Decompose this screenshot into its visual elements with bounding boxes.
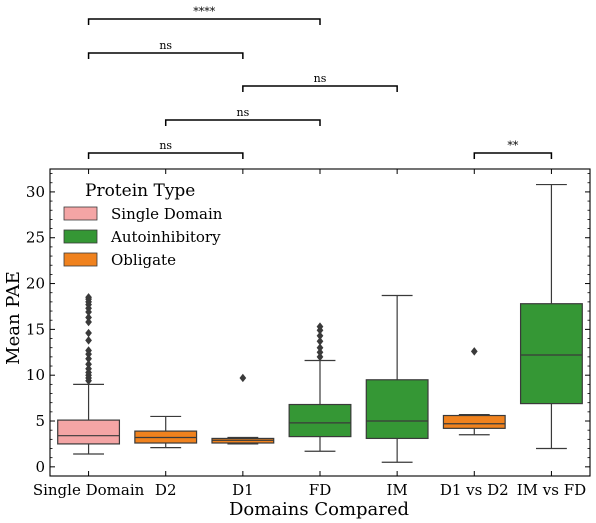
plot-area	[57, 183, 583, 463]
outlier-point	[316, 331, 324, 340]
y-tick-label: 0	[35, 458, 45, 476]
significance-label: ****	[193, 5, 216, 18]
legend-title: Protein Type	[85, 181, 195, 201]
legend: Protein Type Single Domain Autoinhibitory O…	[63, 181, 223, 269]
x-tick-label: Single Domain	[33, 481, 145, 499]
y-tick-label: 15	[26, 320, 45, 338]
legend-swatch	[63, 229, 98, 244]
bracket-line	[87, 52, 244, 59]
axes: 0 5 10 15 20 25 30 Single Domain D2 D1 FD IM D1 vs D…	[26, 168, 591, 499]
outlier-point	[85, 317, 92, 327]
bracket-line	[242, 85, 398, 92]
legend-swatch	[63, 252, 98, 267]
outlier-point	[470, 347, 478, 356]
legend-label: Obligate	[111, 251, 176, 269]
box-iqr	[519, 303, 583, 405]
outlier-point	[316, 337, 324, 346]
bracket-line	[87, 152, 244, 159]
box-group	[134, 415, 198, 449]
significance-label: ns	[314, 72, 327, 85]
y-tick-label: 10	[26, 366, 45, 384]
outlier-point	[316, 322, 324, 331]
outlier-point	[85, 293, 92, 302]
significance-label: ns	[159, 39, 172, 52]
significance-label: **	[507, 139, 519, 152]
box-group	[288, 322, 352, 452]
significance-bracket: ns	[87, 39, 244, 59]
significance-bracket: ****	[87, 5, 321, 25]
y-tick-label: 25	[26, 229, 45, 247]
y-tick-label: 5	[35, 412, 45, 430]
y-axis-label: Mean PAE	[3, 271, 24, 365]
box-group	[442, 347, 506, 436]
legend-label: Autoinhibitory	[110, 228, 221, 246]
x-tick-label: FD	[309, 481, 331, 499]
box-iqr	[57, 419, 121, 445]
significance-bracket: ns	[164, 106, 321, 126]
significance-bracket: ns	[242, 72, 398, 92]
box-group	[57, 293, 121, 455]
outlier-point	[85, 364, 92, 373]
outlier-point	[316, 343, 324, 352]
bracket-line	[87, 18, 321, 25]
outlier-point	[85, 328, 92, 338]
outlier-point	[85, 359, 92, 369]
x-tick-label: D1	[232, 481, 254, 499]
box-group	[365, 294, 429, 463]
box-iqr	[288, 403, 352, 438]
significance-annotations: ns ** ns ns ns ****	[87, 5, 553, 159]
bracket-line	[164, 119, 321, 126]
outlier-point	[316, 352, 324, 362]
outlier-point	[85, 354, 92, 363]
significance-bracket: ns	[87, 139, 244, 159]
legend-label: Single Domain	[111, 205, 223, 223]
box-group	[519, 183, 583, 450]
outlier-point	[85, 313, 92, 322]
x-tick-label: D2	[155, 481, 177, 499]
legend-swatch	[63, 206, 98, 221]
x-tick-label: D1 vs D2	[440, 481, 509, 499]
y-tick-label: 30	[26, 183, 45, 201]
outlier-point	[85, 336, 92, 345]
significance-bracket: **	[473, 139, 553, 159]
box-iqr	[442, 414, 506, 429]
outlier-point	[239, 373, 247, 383]
x-axis-label: Domains Compared	[229, 499, 409, 520]
x-tick-label: IM	[386, 481, 407, 499]
significance-label: ns	[236, 106, 249, 119]
box-group	[211, 373, 275, 445]
x-tick-label: IM vs FD	[517, 481, 586, 499]
box-iqr	[365, 379, 429, 440]
outlier-point	[316, 348, 324, 357]
y-tick-label: 20	[26, 275, 45, 293]
outlier-point	[85, 346, 92, 355]
bracket-line	[473, 152, 553, 159]
significance-label: ns	[159, 139, 172, 152]
